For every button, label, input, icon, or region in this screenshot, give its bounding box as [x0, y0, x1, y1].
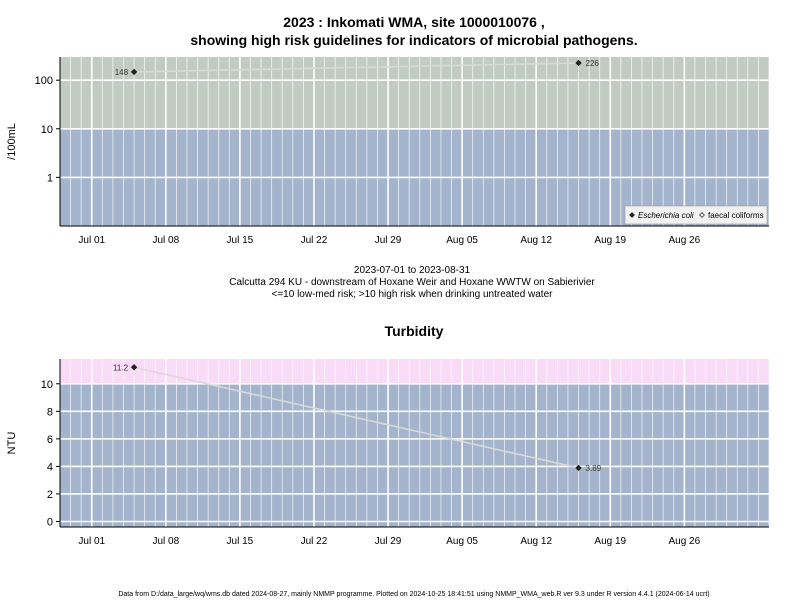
series-line	[134, 62, 579, 73]
low-risk-band	[60, 383, 769, 527]
x-tick-label: Aug 12	[520, 235, 552, 246]
high-risk-band	[60, 57, 769, 129]
legend-marker	[699, 212, 705, 218]
y-axis-label: /100mL	[6, 123, 18, 160]
data-point	[130, 68, 138, 76]
y-tick-label: 8	[47, 406, 53, 418]
x-tick-label: Jul 08	[152, 536, 179, 547]
data-label: 148	[115, 68, 129, 77]
x-tick-label: Aug 12	[520, 536, 552, 547]
turbidity-panel-title: Turbidity	[385, 323, 444, 339]
legend-marker	[629, 212, 635, 218]
y-tick-label: 6	[47, 434, 53, 446]
x-tick-label: Aug 26	[668, 536, 700, 547]
turbidity-panel: 0 2 4 6 8 10 Jul 01 Jul 08 Jul 15 Jul 22 Jul 29 Aug…	[6, 359, 770, 547]
data-label: 226	[586, 59, 600, 68]
y-tick-label: 1	[47, 172, 53, 184]
legend-label: Escherichia coli	[638, 211, 694, 220]
data-label: 11.2	[113, 363, 129, 372]
x-tick-label: Aug 19	[594, 235, 626, 246]
series-line	[133, 366, 579, 469]
y-axis-label: NTU	[6, 432, 18, 455]
x-tick-label: Jul 01	[78, 235, 105, 246]
chart-title-line2: showing high risk guidelines for indicat…	[190, 32, 637, 48]
x-tick-label: Jul 29	[375, 536, 402, 547]
x-tick-label: Jul 29	[375, 235, 402, 246]
date-range-caption: 2023-07-01 to 2023-08-31	[354, 265, 471, 276]
x-tick-label: Jul 15	[227, 235, 254, 246]
data-point	[575, 464, 582, 472]
risk-note-caption: <=10 low-med risk; >10 high risk when dr…	[272, 289, 554, 300]
y-tick-label: 4	[47, 461, 53, 473]
data-point	[575, 59, 582, 67]
high-risk-band	[60, 359, 769, 384]
x-tick-label: Aug 19	[594, 536, 626, 547]
x-tick-label: Jul 08	[152, 235, 179, 246]
x-tick-label: Aug 26	[668, 235, 700, 246]
y-tick-label: 100	[35, 75, 53, 87]
y-tick-label: 10	[41, 124, 53, 136]
y-tick-label: 2	[47, 489, 53, 501]
x-tick-label: Jul 01	[78, 536, 105, 547]
x-tick-label: Jul 22	[301, 235, 328, 246]
microbial-panel: 1 10 100 Jul 01 Jul 08 Jul 15 Jul 22 Jul 29 Aug …	[6, 57, 770, 246]
chart-title-line1: 2023 : Inkomati WMA, site 1000010076 ,	[283, 14, 544, 30]
footer-note: Data from D:/data_large/wq/wms.db dated …	[118, 591, 709, 598]
x-tick-label: Jul 22	[301, 536, 328, 547]
y-tick-label: 0	[47, 516, 53, 528]
data-point	[130, 364, 138, 371]
site-description-caption: Calcutta 294 KU - downstream of Hoxane W…	[229, 277, 595, 288]
legend-label: faecal coliforms	[708, 211, 764, 220]
data-label: 3.89	[586, 464, 602, 473]
x-tick-label: Jul 15	[227, 536, 254, 547]
legend-box	[624, 205, 768, 225]
x-tick-label: Aug 05	[446, 235, 478, 246]
y-tick-label: 10	[41, 379, 53, 391]
x-tick-label: Aug 05	[446, 536, 478, 547]
